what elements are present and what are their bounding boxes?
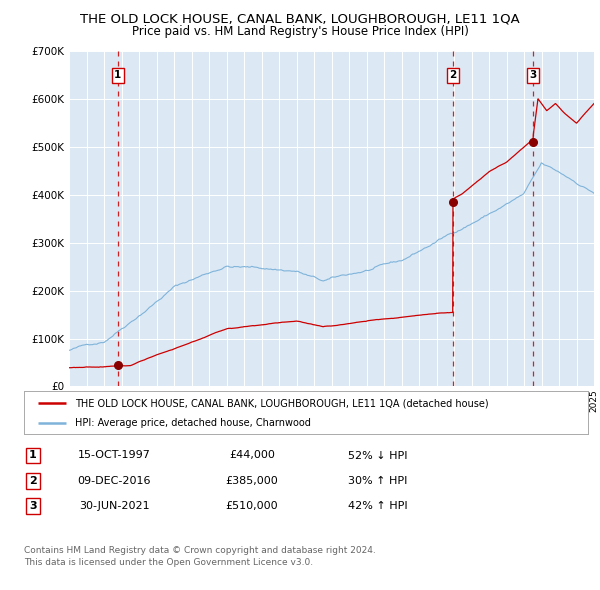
- Text: 30% ↑ HPI: 30% ↑ HPI: [349, 476, 407, 486]
- Text: £44,000: £44,000: [229, 451, 275, 460]
- Text: HPI: Average price, detached house, Charnwood: HPI: Average price, detached house, Char…: [75, 418, 311, 428]
- Text: 3: 3: [529, 70, 536, 80]
- Text: 52% ↓ HPI: 52% ↓ HPI: [348, 451, 408, 460]
- Text: THE OLD LOCK HOUSE, CANAL BANK, LOUGHBOROUGH, LE11 1QA (detached house): THE OLD LOCK HOUSE, CANAL BANK, LOUGHBOR…: [75, 398, 488, 408]
- Text: £510,000: £510,000: [226, 502, 278, 511]
- Text: £385,000: £385,000: [226, 476, 278, 486]
- Text: 1: 1: [114, 70, 121, 80]
- Text: 1: 1: [29, 451, 37, 460]
- Text: 2: 2: [449, 70, 457, 80]
- Text: THE OLD LOCK HOUSE, CANAL BANK, LOUGHBOROUGH, LE11 1QA: THE OLD LOCK HOUSE, CANAL BANK, LOUGHBOR…: [80, 13, 520, 26]
- Text: 3: 3: [29, 502, 37, 511]
- Text: 42% ↑ HPI: 42% ↑ HPI: [348, 502, 408, 511]
- Text: Contains HM Land Registry data © Crown copyright and database right 2024.
This d: Contains HM Land Registry data © Crown c…: [24, 546, 376, 566]
- Text: 30-JUN-2021: 30-JUN-2021: [79, 502, 149, 511]
- Text: 09-DEC-2016: 09-DEC-2016: [77, 476, 151, 486]
- Text: 2: 2: [29, 476, 37, 486]
- Text: 15-OCT-1997: 15-OCT-1997: [77, 451, 151, 460]
- Text: Price paid vs. HM Land Registry's House Price Index (HPI): Price paid vs. HM Land Registry's House …: [131, 25, 469, 38]
